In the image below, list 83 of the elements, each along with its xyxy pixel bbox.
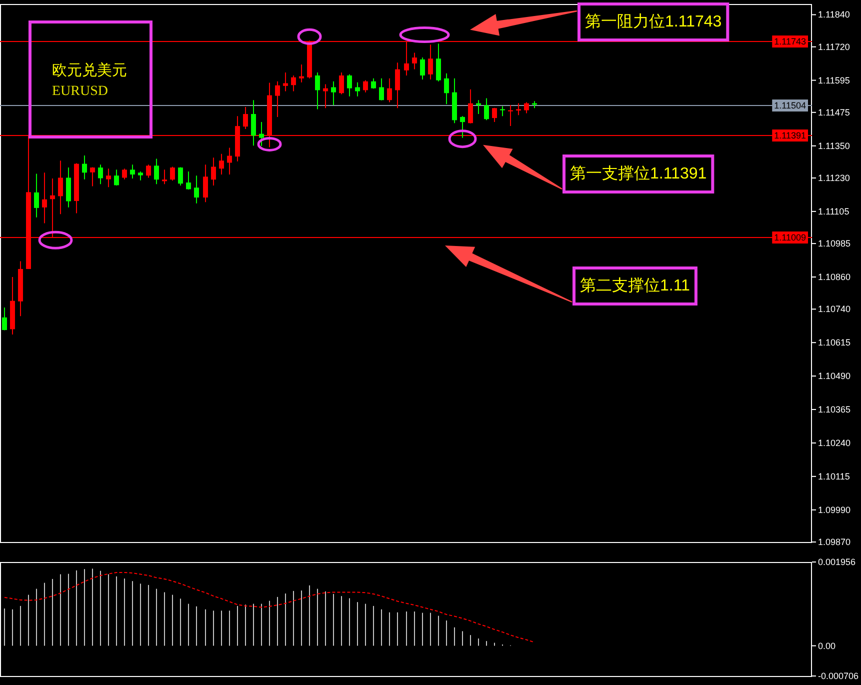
y-tick-label: 1.09990	[818, 504, 851, 515]
text: 欧元兑美元	[52, 62, 127, 79]
candlestick	[460, 116, 465, 138]
y-tick-label: 1.09870	[818, 537, 851, 547]
candlestick	[186, 171, 191, 190]
candlestick	[90, 166, 95, 187]
ref-line-label: 1.11743	[774, 36, 806, 46]
candlestick	[500, 106, 505, 117]
candlestick	[436, 43, 441, 82]
y-tick-label: 0.001956	[818, 557, 856, 567]
candlestick	[194, 175, 199, 204]
y-tick-label: 1.11720	[818, 42, 850, 52]
y-tick-label: 1.11230	[818, 172, 850, 183]
candlestick	[34, 173, 39, 218]
candlestick	[347, 74, 352, 97]
candlestick	[259, 122, 264, 146]
candlestick	[355, 82, 360, 97]
candlestick	[58, 160, 63, 215]
y-tick-label: 1.10365	[818, 404, 851, 415]
candlestick	[299, 64, 304, 83]
candlestick	[363, 80, 368, 93]
y-tick-label: 1.11105	[818, 206, 850, 216]
ref-line-label: 1.11391	[774, 130, 806, 140]
y-tick-label: 1.10740	[818, 304, 851, 314]
candlestick	[428, 44, 433, 80]
y-tick-label: 1.10860	[818, 272, 851, 282]
candlestick	[98, 164, 103, 185]
candlestick	[387, 78, 392, 103]
candlestick	[516, 102, 521, 116]
candlestick	[524, 102, 529, 114]
candlestick	[227, 147, 232, 175]
candlestick	[162, 169, 167, 185]
candlestick	[243, 106, 248, 130]
text: EURUSD	[52, 84, 108, 99]
y-tick-label: 1.11475	[818, 107, 850, 118]
candlestick	[484, 98, 489, 121]
candlestick	[420, 57, 425, 80]
candlestick	[211, 157, 216, 186]
y-tick-label: 1.11350	[818, 140, 850, 151]
line-series	[4, 572, 535, 643]
ref-line-label: 1.11504	[774, 100, 806, 110]
ref-line-label: 1.11009	[774, 232, 806, 242]
candlestick	[508, 104, 513, 127]
candlestick	[275, 80, 280, 118]
candlestick	[219, 153, 224, 175]
y-tick-label: 1.10615	[818, 338, 851, 348]
candlestick	[412, 52, 417, 70]
candlestick	[122, 168, 127, 180]
candlestick	[2, 307, 7, 331]
candlestick	[66, 167, 71, 208]
candlestick	[379, 78, 384, 101]
candlestick	[395, 62, 400, 109]
candlestick	[170, 166, 175, 182]
candlestick	[146, 164, 151, 178]
candlestick	[291, 74, 296, 92]
annotation: 第二支撑位1.11	[580, 276, 690, 294]
candlestick	[154, 158, 159, 185]
candlestick	[339, 72, 344, 95]
candlestick	[178, 166, 183, 186]
y-tick-label: 1.10115	[818, 471, 850, 482]
y-tick-label: -0.000706	[818, 671, 859, 681]
candlestick	[42, 172, 47, 224]
candlestick	[82, 154, 87, 180]
y-tick-label: 1.10490	[818, 371, 851, 382]
candlestick	[331, 80, 336, 106]
candlestick	[492, 107, 497, 123]
y-tick-label: 1.10985	[818, 238, 851, 249]
candlestick	[315, 72, 320, 110]
y-tick-label: 1.11840	[818, 10, 850, 20]
y-tick-label: 0.00	[818, 640, 836, 651]
candlestick	[130, 164, 135, 180]
candlestick	[114, 169, 119, 186]
y-tick-label: 1.11595	[818, 75, 850, 86]
candlestick	[203, 164, 208, 203]
candlestick	[323, 84, 328, 109]
candlestick	[106, 168, 111, 188]
annotation: 第一支撑位1.11391	[570, 164, 707, 182]
candlestick	[444, 72, 449, 105]
candlestick	[251, 100, 256, 146]
candlestick	[283, 72, 288, 92]
annotation: 第一阻力位1.11743	[585, 12, 722, 30]
y-tick-label: 1.10240	[818, 438, 851, 448]
candlestick	[468, 88, 473, 124]
